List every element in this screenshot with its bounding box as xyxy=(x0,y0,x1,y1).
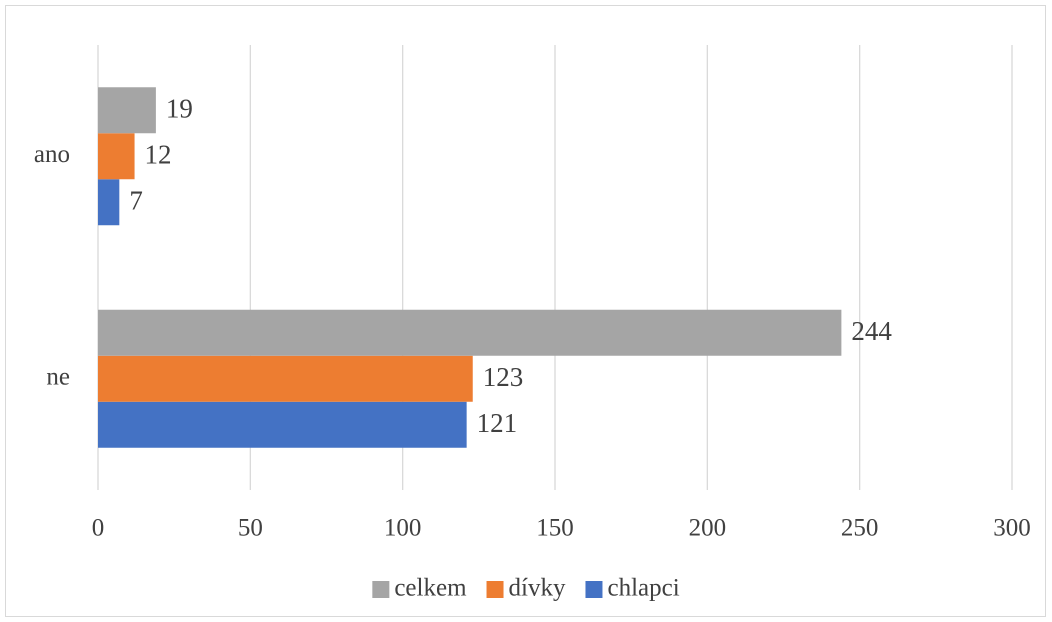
y-tick-label: ne xyxy=(46,363,70,390)
x-tick-label: 100 xyxy=(384,515,422,542)
legend-label: chlapci xyxy=(607,575,679,602)
data-label: 7 xyxy=(129,185,143,215)
bar xyxy=(98,401,467,448)
y-tick-label: ano xyxy=(34,141,70,168)
bar xyxy=(98,179,120,226)
legend-swatch xyxy=(372,581,390,598)
data-label: 19 xyxy=(166,93,193,123)
x-tick-label: 0 xyxy=(92,515,105,542)
data-label: 123 xyxy=(483,362,524,392)
legend-label: celkem xyxy=(394,575,467,602)
legend-swatch xyxy=(486,581,504,598)
bar xyxy=(98,309,842,356)
x-tick-label: 300 xyxy=(993,515,1031,542)
legend-label: dívky xyxy=(509,575,566,602)
x-tick-label: 50 xyxy=(238,515,263,542)
data-label: 121 xyxy=(477,408,518,438)
x-tick-label: 250 xyxy=(841,515,879,542)
bar xyxy=(98,87,156,134)
bar xyxy=(98,133,135,180)
x-tick-label: 150 xyxy=(536,515,574,542)
data-label: 12 xyxy=(145,139,172,169)
bar xyxy=(98,355,473,402)
legend-swatch xyxy=(585,581,603,598)
x-tick-label: 200 xyxy=(689,515,727,542)
data-label: 244 xyxy=(851,316,892,346)
